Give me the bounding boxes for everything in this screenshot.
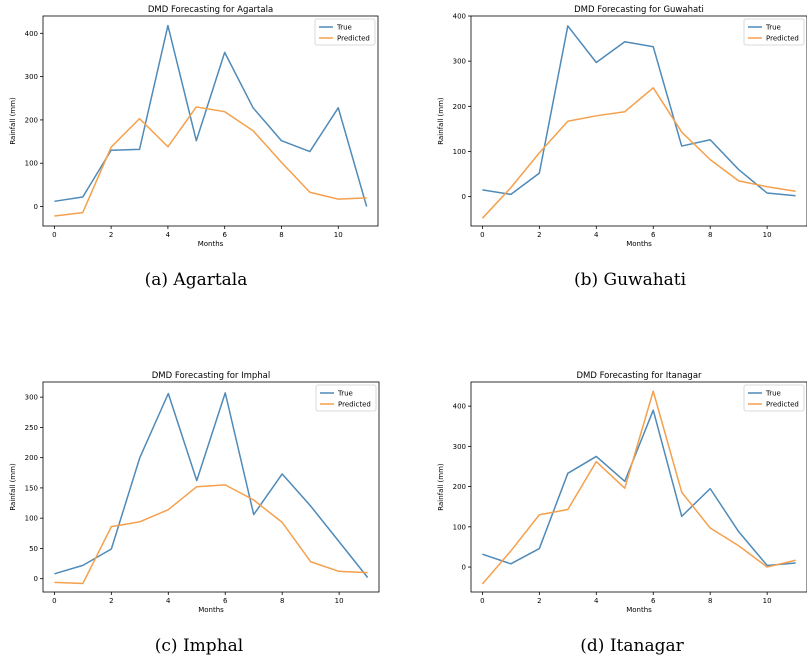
y-tick-label: 250 xyxy=(25,424,38,432)
y-tick-label: 100 xyxy=(453,523,466,531)
plot-frame xyxy=(470,15,807,227)
chart-title: DMD Forecasting for Agartala xyxy=(148,5,273,15)
y-tick-label: 0 xyxy=(34,203,38,211)
series-line-true xyxy=(54,392,369,578)
plot-frame xyxy=(42,15,379,227)
y-tick-label: 400 xyxy=(25,30,38,38)
chart-title: DMD Forecasting for Guwahati xyxy=(574,5,704,15)
series-line-predicted xyxy=(481,87,796,219)
legend-label-predicted: Predicted xyxy=(337,35,370,43)
y-tick-label: 200 xyxy=(453,483,466,491)
x-tick-label: 6 xyxy=(651,231,656,239)
chart-title: DMD Forecasting for Itanagar xyxy=(576,371,702,381)
series-line-predicted xyxy=(481,390,796,585)
x-axis-label: Months xyxy=(198,240,224,248)
y-tick-label: 300 xyxy=(25,394,38,402)
x-axis-label: Months xyxy=(626,240,652,248)
x-tick-label: 4 xyxy=(166,231,171,239)
legend: True Predicted xyxy=(314,18,376,46)
y-tick-label: 400 xyxy=(453,403,466,411)
x-tick-label: 0 xyxy=(52,597,56,605)
y-tick-label: 100 xyxy=(25,515,38,523)
legend: True Predicted xyxy=(743,384,805,412)
x-tick-label: 0 xyxy=(480,231,484,239)
y-tick-label: 300 xyxy=(25,73,38,81)
y-axis-label: Rainfall (mm) xyxy=(9,97,17,145)
series-line-predicted xyxy=(54,484,368,585)
y-axis-label: Rainfall (mm) xyxy=(9,463,17,511)
series-line-true xyxy=(482,409,796,567)
x-tick-label: 2 xyxy=(109,231,113,239)
y-tick-label: 200 xyxy=(25,116,38,124)
legend-label-true: True xyxy=(765,390,781,398)
series-line-true xyxy=(54,24,368,207)
x-tick-label: 6 xyxy=(651,597,656,605)
y-tick-label: 100 xyxy=(25,160,38,168)
y-tick-label: 100 xyxy=(453,148,466,156)
y-tick-label: 200 xyxy=(25,454,38,462)
legend-label-true: True xyxy=(765,24,781,32)
y-tick-label: 400 xyxy=(453,13,466,21)
x-tick-label: 2 xyxy=(109,597,113,605)
y-tick-label: 150 xyxy=(25,484,38,492)
plot-frame xyxy=(42,381,380,593)
x-tick-label: 2 xyxy=(537,597,541,605)
y-axis-label: Rainfall (mm) xyxy=(437,97,445,145)
legend-label-predicted: Predicted xyxy=(766,401,799,409)
y-tick-label: 0 xyxy=(34,575,38,583)
x-axis-label: Months xyxy=(198,606,224,614)
series-line-true xyxy=(482,25,796,197)
legend-label-predicted: Predicted xyxy=(766,35,799,43)
chart-title: DMD Forecasting for Imphal xyxy=(152,371,270,381)
x-tick-label: 8 xyxy=(708,231,712,239)
legend-label-true: True xyxy=(336,24,352,32)
x-tick-label: 10 xyxy=(763,597,772,605)
legend: True Predicted xyxy=(743,18,805,46)
series-line-predicted xyxy=(54,106,367,217)
legend-label-predicted: Predicted xyxy=(338,401,371,409)
y-tick-label: 0 xyxy=(462,193,466,201)
x-tick-label: 4 xyxy=(594,597,599,605)
x-tick-label: 0 xyxy=(480,597,484,605)
x-tick-label: 10 xyxy=(763,231,772,239)
x-tick-label: 6 xyxy=(222,231,227,239)
x-tick-label: 6 xyxy=(223,597,228,605)
subfigure-caption: (b) Guwahati xyxy=(574,270,687,290)
x-tick-label: 4 xyxy=(594,231,599,239)
y-tick-label: 50 xyxy=(29,545,38,553)
x-tick-label: 10 xyxy=(334,231,343,239)
y-tick-label: 0 xyxy=(462,564,466,572)
x-axis-label: Months xyxy=(626,606,652,614)
x-tick-label: 0 xyxy=(52,231,56,239)
subfigure-caption: (c) Imphal xyxy=(155,636,243,656)
legend: True Predicted xyxy=(315,384,377,412)
y-tick-label: 200 xyxy=(453,103,466,111)
subfigure-caption: (a) Agartala xyxy=(145,270,248,290)
subfigure-caption: (d) Itanagar xyxy=(580,636,684,656)
x-tick-label: 4 xyxy=(166,597,171,605)
x-tick-label: 10 xyxy=(335,597,344,605)
x-tick-label: 2 xyxy=(537,231,541,239)
y-tick-label: 300 xyxy=(453,58,466,66)
x-tick-label: 8 xyxy=(708,597,712,605)
plot-frame xyxy=(470,381,807,593)
x-tick-label: 8 xyxy=(279,231,283,239)
y-tick-label: 300 xyxy=(453,443,466,451)
y-axis-label: Rainfall (mm) xyxy=(437,463,445,511)
x-tick-label: 8 xyxy=(280,597,284,605)
legend-label-true: True xyxy=(337,390,353,398)
